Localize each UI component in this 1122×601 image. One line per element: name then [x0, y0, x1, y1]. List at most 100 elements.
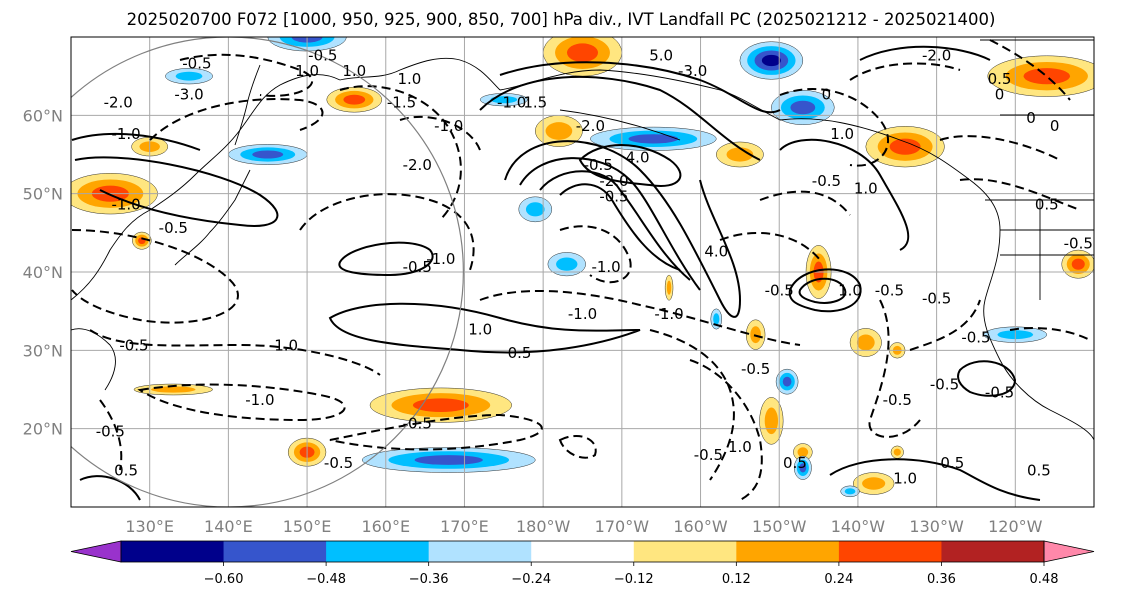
contour-label: 1.0	[854, 180, 878, 198]
colorbar-tick-label: −0.48	[306, 572, 346, 587]
contour-label: 1.0	[893, 470, 917, 488]
contour-label: -1.0	[654, 305, 683, 323]
contour-label: -0.5	[403, 415, 432, 433]
colorbar-segment	[633, 541, 737, 562]
contour-negative	[779, 88, 890, 167]
contour-positive	[499, 61, 781, 114]
shaded-area	[252, 150, 284, 159]
shaded-area	[175, 71, 203, 81]
contour-positive	[829, 458, 1041, 501]
contour-label: 0.5	[940, 454, 964, 472]
contour-label: -0.5	[883, 391, 912, 409]
contour-labels: -0.5 -1.0 1.0 0.5 -1.0 -1.0 -1.0 -0.5 -0.5 0.5 -0.…	[96, 47, 1093, 488]
contour-label: -0.5	[961, 329, 990, 347]
colorbar-extend-high	[1043, 540, 1095, 563]
longitude-label: 160°W	[673, 517, 728, 536]
shaded-area	[1071, 258, 1085, 270]
longitude-label: 160°E	[361, 517, 410, 536]
contour-label: -1.0	[568, 305, 597, 323]
colorbar-segment	[326, 541, 430, 562]
contour-positive	[479, 75, 761, 161]
shaded-area	[567, 43, 598, 62]
contour-positive	[779, 138, 910, 251]
contour-label: 1.0	[830, 125, 854, 143]
colorbar-frame	[120, 540, 1045, 563]
contour-negative	[559, 225, 632, 284]
japan-coastline	[174, 169, 251, 266]
canada-borders	[980, 39, 1094, 116]
contour-negative	[959, 178, 1081, 211]
chukotka-coastline	[339, 57, 501, 91]
contour-label: -0.5	[308, 47, 337, 65]
contour-label: -0.5	[930, 376, 959, 394]
shaded-area	[628, 134, 679, 144]
contour-negative	[939, 135, 1061, 161]
shaded-area	[545, 122, 573, 140]
contour-positive	[957, 360, 1017, 397]
contour-label: 0	[995, 86, 1005, 104]
asia-coastline	[71, 74, 341, 301]
contour-label: 0	[1026, 109, 1036, 127]
figure-title: 2025020700 F072 [1000, 950, 925, 900, 85…	[127, 10, 996, 29]
contour-label: -1.0	[426, 250, 455, 268]
contour-negative	[137, 383, 346, 422]
alaska-coastline	[499, 69, 781, 121]
colorbar-tick-label: −0.12	[614, 572, 654, 587]
contour-negative	[558, 435, 597, 459]
contour-label: 0.5	[988, 70, 1012, 88]
contour-label: -1.0	[269, 336, 298, 354]
shaded-area	[862, 477, 886, 490]
shaded-area	[844, 488, 856, 495]
latitude-label: 40°N	[23, 263, 63, 282]
contour-label: 0	[1050, 117, 1060, 135]
contour-label: -1.0	[434, 117, 463, 135]
contour-label: -2.0	[403, 156, 432, 174]
contour-negative	[149, 98, 324, 141]
contour-negative	[1009, 327, 1091, 341]
shaded-area	[799, 463, 807, 473]
shaded-area	[893, 448, 901, 456]
shaded-area	[764, 407, 779, 435]
latitude-label: 20°N	[23, 420, 63, 439]
contour-label: 5.0	[649, 47, 673, 65]
contour-negative	[909, 299, 981, 351]
latitude-tick-labels: 20°N 30°N 40°N 50°N 60°N	[23, 106, 63, 438]
colorbar: −0.60 −0.48 −0.36 −0.24 −0.12 0.12 0.24 0.36 0.4…	[70, 540, 1095, 587]
contour-label: 0.5	[1035, 195, 1059, 213]
longitude-label: 130°E	[125, 517, 174, 536]
shaded-area	[790, 100, 816, 115]
colorbar-tick-label: −0.60	[204, 572, 244, 587]
contour-label: -0.5	[599, 188, 628, 206]
contour-negative	[759, 190, 851, 216]
colorbar-segment	[941, 541, 1045, 562]
longitude-label: 130°W	[909, 517, 964, 536]
contour-label: -0.5	[812, 172, 841, 190]
contour-negative	[179, 53, 314, 97]
colorbar-tick-label: 0.48	[1030, 572, 1059, 587]
shaded-area	[856, 334, 875, 351]
longitude-label: 150°E	[283, 517, 332, 536]
contour-negative	[868, 299, 921, 438]
contour-negative	[719, 232, 821, 261]
aleutian-chain	[559, 109, 681, 141]
contour-label: 0	[822, 86, 832, 104]
latitude-label: 30°N	[23, 341, 63, 360]
contour-label: -3.0	[174, 86, 203, 104]
map-panel: -0.5 -1.0 1.0 0.5 -1.0 -1.0 -1.0 -0.5 -0.5 0.5 -0.…	[71, 37, 1094, 507]
contour-positive	[798, 277, 847, 304]
map-frame	[70, 36, 1095, 508]
contour-negative	[71, 229, 239, 324]
contour-label: -0.5	[875, 282, 904, 300]
longitude-label: 140°E	[204, 517, 253, 536]
colorbar-segment	[531, 541, 635, 562]
colorbar-tick-label: 0.12	[722, 572, 751, 587]
shaded-area	[666, 280, 672, 295]
contour-positive	[79, 475, 141, 501]
contour-label: 1.0	[397, 70, 421, 88]
contour-label: 4.0	[704, 242, 728, 260]
latitude-label: 60°N	[23, 106, 63, 125]
shaded-area	[343, 94, 366, 105]
latitude-label: 50°N	[23, 185, 63, 204]
contour-negative	[849, 62, 961, 81]
